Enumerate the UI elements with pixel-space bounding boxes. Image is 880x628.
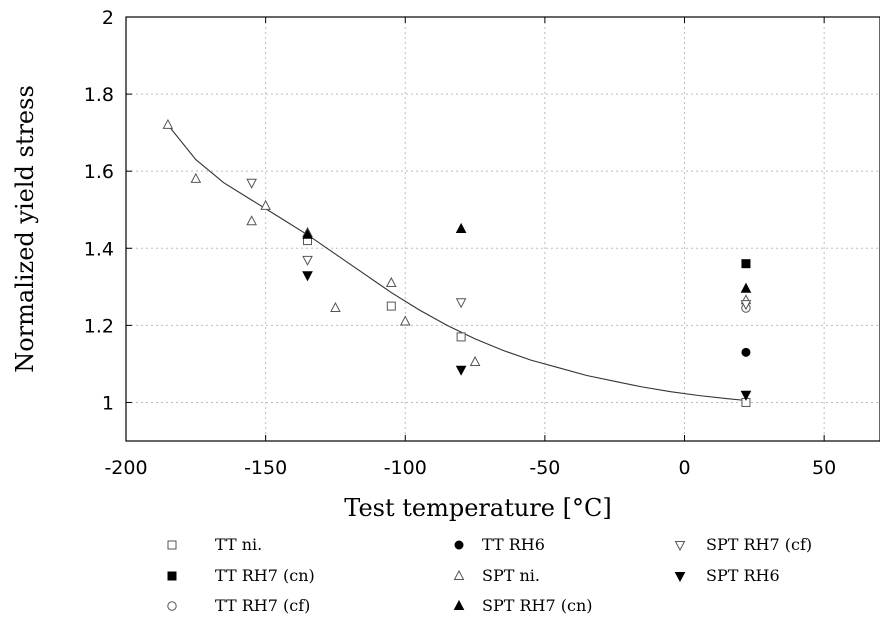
y-tick-label: 1.4 [84,238,114,260]
data-point [455,298,467,309]
legend-label: TT RH7 (cn) [215,566,315,585]
fit-curve [167,124,747,402]
data-point [162,118,174,129]
data-point [741,259,751,269]
x-tick-label: 50 [812,457,836,479]
legend-marker [674,541,686,552]
y-tick-label: 1.8 [84,84,114,106]
plot-frame [125,16,880,442]
legend-marker [454,540,464,550]
data-point [260,199,271,210]
data-points [162,118,752,407]
legend-label: TT RH6 [482,535,545,554]
x-tick-label: -50 [529,457,560,479]
data-point [456,332,466,342]
y-axis-title: Normalized yield stress [11,85,39,373]
grid [126,17,880,441]
data-point [330,301,341,313]
legend-label: SPT RH7 (cn) [482,596,593,615]
data-point [302,255,313,266]
data-point [302,271,313,282]
data-point [302,228,313,239]
x-tick-label: 0 [678,457,690,479]
x-tick-label: -200 [104,457,147,479]
legend-marker [674,572,686,583]
axis-ticks: -200 -150 -100 -50 0 50 1 1.2 1.4 1.6 1.8 2 [84,7,836,479]
data-point [386,301,396,311]
data-point [740,390,752,401]
legend-label: SPT ni. [482,566,540,585]
legend-marker [453,569,465,580]
y-tick-label: 1 [102,392,114,414]
legend-marker [167,601,177,611]
data-point [190,172,202,183]
data-point [455,365,467,376]
data-point [740,282,752,293]
legend-label: TT ni. [215,535,262,554]
data-point [455,222,467,233]
y-tick-label: 1.2 [84,315,114,337]
data-point [246,178,257,189]
data-point [741,347,751,357]
legend-label: SPT RH7 (cf) [706,535,812,554]
legend: TT ni. TT RH7 (cn) TT RH7 (cf) TT RH6 SPT ni… [167,535,812,615]
data-point [469,355,481,366]
legend-label: SPT RH6 [706,566,780,585]
data-point [246,215,257,226]
data-point [399,315,411,326]
y-tick-label: 1.6 [84,161,114,183]
data-point [385,276,397,287]
legend-marker [167,571,177,581]
x-tick-label: -150 [244,457,287,479]
x-axis-title: Test temperature [°C] [344,494,611,522]
y-tick-label: 2 [102,7,114,29]
data-point [740,300,752,311]
legend-marker [167,540,177,550]
legend-marker [453,599,465,610]
legend-label: TT RH7 (cf) [215,596,310,615]
x-tick-label: -100 [384,457,427,479]
